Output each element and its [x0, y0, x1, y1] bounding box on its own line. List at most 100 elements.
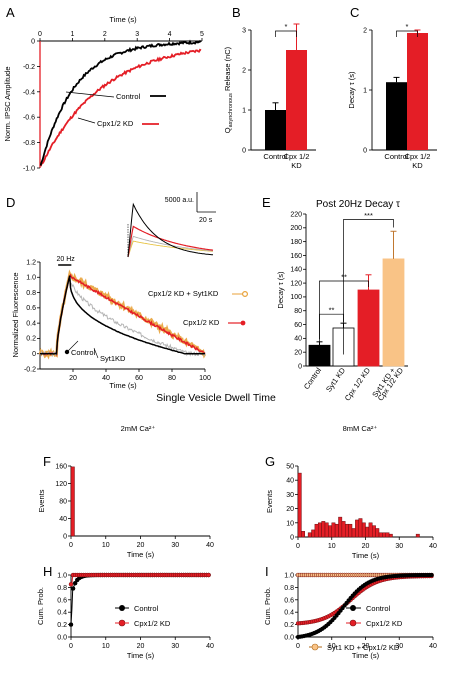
y-tick-label: -0.4: [23, 89, 35, 96]
y-tick-label: 50: [286, 464, 294, 471]
x-axis-label: Time (s): [109, 15, 137, 24]
y-tick-label: 120: [55, 481, 67, 488]
histogram-bin: [297, 472, 302, 538]
y-tick-label: 0.4: [26, 320, 36, 327]
y-tick-label: 0.8: [57, 585, 67, 592]
y-tick-label: 40: [59, 516, 67, 523]
category-label: Control: [384, 152, 409, 161]
y-tick-label: -0.6: [23, 115, 35, 122]
histogram-bin: [331, 522, 336, 538]
y-tick-label: 1: [363, 88, 367, 95]
histogram-bin: [311, 529, 316, 538]
y-axis-label: Normalized Fluorescence: [11, 272, 20, 357]
x-tick-label: 30: [171, 542, 179, 549]
y-tick-label: 40: [286, 478, 294, 485]
x-tick-label: 10: [328, 643, 336, 650]
legend-cpx-kd-label: Cpx1/2 KD: [183, 318, 220, 327]
histogram-bin: [324, 522, 329, 538]
legend-control-label: Control: [134, 604, 159, 613]
histogram-bin: [351, 528, 356, 538]
y-tick-label: 140: [290, 267, 302, 274]
x-tick-label: 30: [395, 643, 403, 650]
panel-E: E Post 20Hz Decay τ 0 20 40 60 80 100 120 140 160 1…: [262, 195, 408, 403]
significance-bracket: [343, 219, 394, 355]
x-tick-label: 20: [362, 643, 370, 650]
x-tick-label: 40: [206, 542, 214, 549]
x-tick-label: 0: [296, 643, 300, 650]
histogram-bin: [382, 532, 386, 538]
y-tick-label: 40: [294, 336, 302, 343]
histogram-bin: [70, 466, 75, 537]
x-tick-label: 2: [103, 31, 107, 38]
series-control-point: [68, 622, 74, 627]
y-axis-label: Cum. Prob.: [36, 587, 45, 625]
y-tick-label: 160: [55, 464, 67, 471]
y-tick-label: 120: [290, 280, 302, 287]
histogram-bin: [314, 523, 319, 538]
y-tick-label: 0.4: [57, 610, 67, 617]
chart-title: Post 20Hz Decay τ: [316, 199, 400, 210]
panel-A: A 0 1 2 3 4 5 Time (s) -1.0 -0.8 -0.6 -0.4 -0.2 0 Norm…: [3, 5, 204, 173]
chart-title: 2mM Ca²⁺: [121, 424, 156, 433]
histogram-bin: [355, 519, 359, 538]
category-label: Syt1 KD: [324, 366, 347, 394]
y-axis-label: Events: [37, 489, 46, 512]
x-tick-label: 40: [102, 375, 110, 382]
inset-scale-y-label: 5000 a.u.: [165, 197, 194, 204]
histogram-bin: [345, 523, 349, 538]
y-tick-label: 0.2: [26, 336, 36, 343]
category-label: Cpx 1/2: [405, 152, 431, 161]
x-tick-label: 20: [362, 543, 370, 550]
y-axis-label-main: Q: [223, 127, 232, 133]
y-tick-label: 1.0: [57, 573, 67, 580]
histogram-bin: [372, 525, 376, 538]
category-label: Control: [263, 152, 288, 161]
legend-control-label: Control: [366, 604, 391, 613]
histogram-bin: [301, 531, 305, 538]
x-axis-label: Time (s): [127, 651, 155, 660]
y-tick-label: 30: [286, 492, 294, 499]
series-control-point: [72, 580, 78, 586]
y-axis-label: Norm. IPSC Amplitude: [3, 66, 12, 141]
x-tick-label: 20: [69, 375, 77, 382]
legend-control-label: Control: [116, 92, 141, 101]
significance-marker: ***: [364, 211, 373, 220]
series-control-point: [429, 572, 434, 578]
significance-marker: *: [406, 22, 409, 31]
y-tick-label: 0.2: [57, 622, 67, 629]
y-tick-label: 0.8: [26, 290, 36, 297]
y-tick-label: 0.0: [284, 635, 294, 642]
histogram-bin: [341, 521, 346, 538]
inset-control-trace: [127, 202, 214, 258]
y-tick-label: 0: [242, 148, 246, 155]
y-tick-label: 1.0: [26, 275, 36, 282]
x-axis-label: Time (s): [352, 651, 380, 660]
section-title: Single Vesicle Dwell Time: [156, 392, 276, 404]
histogram-bin: [378, 532, 383, 538]
series-cpx-kd-trace: [39, 273, 206, 357]
histogram-bin: [307, 532, 312, 538]
legend-cpx-kd-marker: [240, 320, 246, 326]
x-tick-label: 40: [206, 643, 214, 650]
y-tick-label: 20: [286, 506, 294, 513]
y-tick-label: 0.6: [26, 305, 36, 312]
panel-label: G: [265, 454, 275, 469]
panel-label: C: [350, 5, 359, 20]
significance-marker: **: [341, 273, 347, 282]
histogram-bin: [328, 525, 332, 538]
series-control-point: [70, 586, 76, 591]
significance-bracket: [275, 30, 297, 37]
y-axis-label-rest: Release (nC): [223, 46, 232, 93]
x-tick-label: 40: [429, 643, 437, 650]
y-axis-label: Decay τ (s): [347, 71, 356, 109]
x-axis-label: Time (s): [127, 550, 155, 559]
y-tick-label: 2: [242, 68, 246, 75]
panel-G: G 8mM Ca²⁺ 0 10 20 30 40 50 0 10 20 30 40 Time (s) Eve…: [265, 424, 437, 560]
y-tick-label: 60: [294, 322, 302, 329]
y-tick-label: 0: [298, 363, 302, 370]
legend-control-label: Control: [71, 348, 96, 357]
panel-label: I: [265, 564, 269, 579]
legend-syt1-cpx-label: Cpx1/2 KD + Syt1KD: [148, 289, 219, 298]
